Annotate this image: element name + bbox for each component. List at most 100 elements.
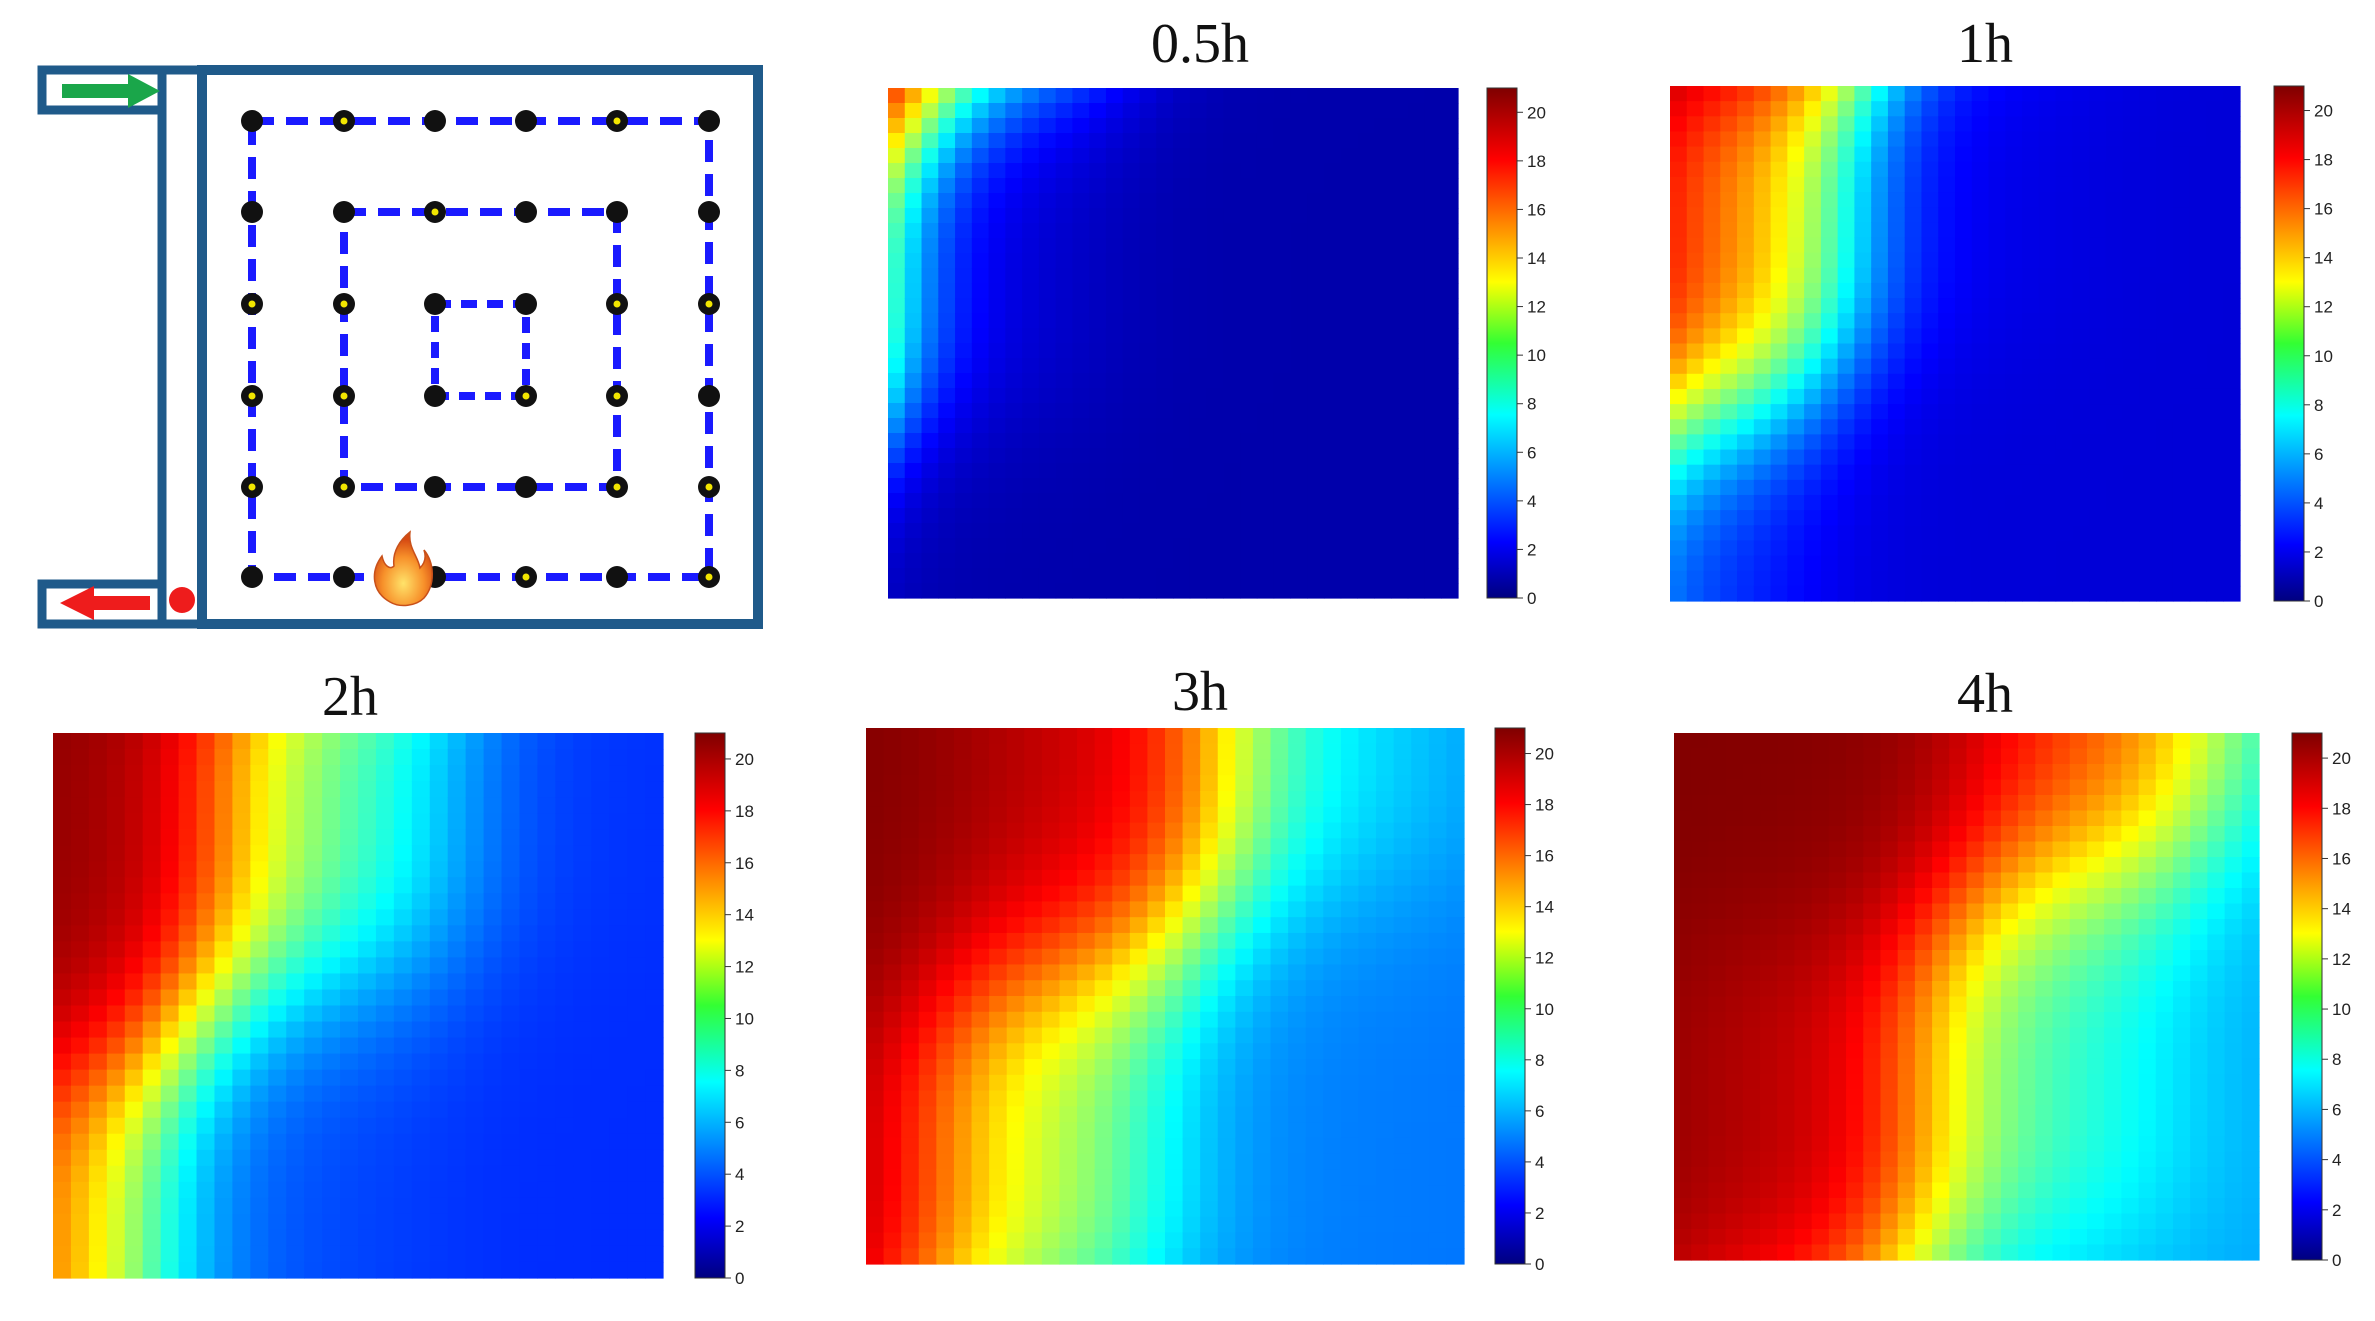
heatmap-cell bbox=[2189, 419, 2208, 435]
heatmap-cell bbox=[1938, 176, 1956, 193]
heatmap-cell bbox=[609, 973, 628, 991]
heatmap-cell bbox=[1129, 1137, 1149, 1155]
heatmap-cell bbox=[178, 749, 198, 766]
heatmap-cell bbox=[1165, 743, 1184, 761]
heatmap-cell bbox=[286, 1069, 305, 1087]
heatmap-cell bbox=[1837, 464, 1856, 481]
heatmap-cell bbox=[1273, 283, 1291, 299]
heatmap-cell bbox=[1173, 523, 1191, 539]
heatmap-cell bbox=[1156, 163, 1174, 179]
heatmap-cell bbox=[1393, 869, 1412, 887]
heatmap-cell bbox=[1424, 508, 1442, 524]
heatmap-cell bbox=[1305, 1216, 1324, 1234]
colorbar-tick-label: 10 bbox=[735, 1009, 754, 1028]
heatmap-cell bbox=[2156, 494, 2174, 511]
heatmap-cell bbox=[1165, 838, 1184, 855]
heatmap-cell bbox=[250, 1165, 269, 1183]
heatmap-cell bbox=[1077, 1011, 1096, 1029]
heatmap-cell bbox=[2189, 161, 2208, 178]
heatmap-cell bbox=[609, 1165, 628, 1183]
heatmap-cell bbox=[1871, 176, 1889, 193]
sensor-node bbox=[333, 566, 355, 588]
heatmap-cell bbox=[232, 989, 251, 1007]
heatmap-cell bbox=[901, 932, 920, 950]
heatmap-cell bbox=[1059, 791, 1078, 808]
heatmap-cell bbox=[1770, 449, 1788, 466]
heatmap-cell bbox=[1955, 131, 1973, 148]
heatmap-cell bbox=[1742, 857, 1761, 874]
heatmap-cell bbox=[1252, 1106, 1272, 1123]
heatmap-cell bbox=[2105, 449, 2124, 466]
heatmap-cell bbox=[938, 88, 956, 104]
heatmap-cell bbox=[953, 1074, 973, 1092]
heatmap-cell bbox=[2089, 449, 2107, 466]
heatmap-cell bbox=[1703, 464, 1721, 481]
heatmap-cell bbox=[1691, 888, 1710, 905]
heatmap-cell bbox=[178, 781, 198, 798]
heatmap-cell bbox=[1854, 161, 1872, 178]
heatmap-cell bbox=[2072, 555, 2090, 572]
heatmap-cell bbox=[1446, 948, 1465, 966]
heatmap-cell bbox=[1871, 510, 1889, 526]
heatmap-cell bbox=[411, 877, 431, 894]
heatmap-cell bbox=[1737, 86, 1755, 102]
colorbar-tick-label: 16 bbox=[1527, 200, 1546, 219]
heatmap-cell bbox=[1428, 1153, 1448, 1171]
heatmap-cell bbox=[250, 893, 269, 910]
colorbar-tick-label: 8 bbox=[735, 1061, 744, 1080]
heatmap-cell bbox=[537, 909, 556, 926]
heatmap-cell bbox=[1189, 478, 1208, 494]
heatmap-cell bbox=[393, 1117, 413, 1135]
heatmap-cell bbox=[1887, 146, 1906, 163]
heatmap-cell bbox=[1323, 118, 1342, 134]
heatmap-cell bbox=[1674, 795, 1692, 812]
heatmap-cell bbox=[1837, 313, 1856, 329]
heatmap-cell bbox=[1428, 838, 1448, 855]
heatmap-cell bbox=[2156, 101, 2174, 117]
heatmap-cell bbox=[375, 781, 395, 798]
heatmap-cell bbox=[645, 941, 664, 959]
heatmap-cell bbox=[1129, 1232, 1149, 1249]
heatmap-cell bbox=[1290, 463, 1308, 479]
heatmap-cell bbox=[250, 765, 269, 782]
heatmap-cell bbox=[411, 1053, 431, 1071]
heatmap-cell bbox=[322, 1213, 341, 1231]
heatmap-cell bbox=[447, 941, 467, 959]
heatmap-cell bbox=[160, 765, 180, 782]
heatmap-cell bbox=[537, 1213, 556, 1231]
heatmap-cell bbox=[1240, 133, 1258, 149]
heatmap-cell bbox=[1407, 313, 1426, 329]
heatmap-cell bbox=[1904, 328, 1923, 345]
heatmap-cell bbox=[2038, 373, 2057, 390]
heatmap-cell bbox=[1725, 1105, 1744, 1122]
heatmap-cell bbox=[1938, 131, 1956, 148]
heatmap-cell bbox=[888, 148, 906, 164]
heatmap-cell bbox=[1112, 1043, 1131, 1060]
heatmap-cell bbox=[340, 813, 359, 830]
heatmap-cell bbox=[1390, 208, 1409, 224]
heatmap-cell bbox=[1938, 116, 1956, 133]
heatmap-cell bbox=[1708, 1167, 1727, 1184]
heatmap-cell bbox=[1006, 917, 1025, 934]
heatmap-cell bbox=[286, 1261, 305, 1279]
heatmap-cell bbox=[447, 861, 467, 878]
colorbar-tick-label: 8 bbox=[2314, 396, 2323, 415]
heatmap-cell bbox=[1988, 388, 2006, 405]
heatmap-cell bbox=[1376, 854, 1395, 871]
heatmap-cell bbox=[1072, 148, 1090, 164]
heatmap-cell bbox=[1720, 419, 1738, 435]
heatmap-cell bbox=[1446, 1059, 1465, 1076]
heatmap-cell bbox=[971, 268, 990, 284]
heatmap-cell bbox=[955, 463, 973, 479]
heatmap-cell bbox=[1708, 903, 1727, 920]
heatmap-cell bbox=[1358, 932, 1377, 950]
heatmap-cell bbox=[921, 163, 939, 179]
heatmap-cell bbox=[2139, 343, 2157, 360]
heatmap-cell bbox=[989, 822, 1008, 839]
heatmap-cell bbox=[519, 1149, 539, 1167]
heatmap-cell bbox=[1374, 238, 1392, 254]
heatmap-cell bbox=[2072, 404, 2090, 420]
heatmap-cell bbox=[196, 781, 216, 798]
heatmap-cell bbox=[1173, 133, 1191, 149]
heatmap-cell bbox=[2038, 525, 2057, 542]
